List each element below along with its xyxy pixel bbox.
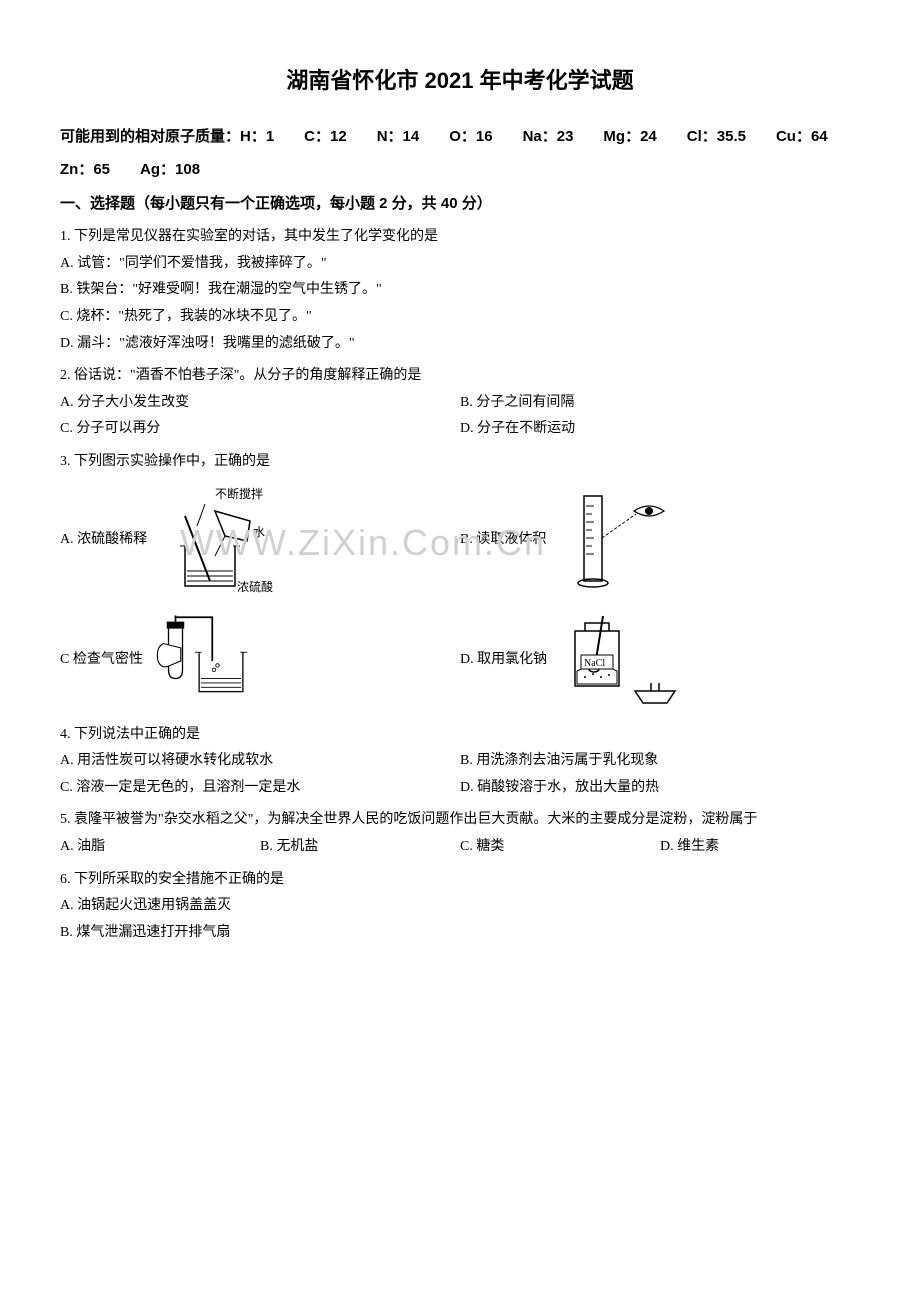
- question-4: 4. 下列说法中正确的是 A. 用活性炭可以将硬水转化成软水 B. 用洗涤剂去油…: [60, 722, 860, 802]
- question-6: 6. 下列所采取的安全措施不正确的是 A. 油锅起火迅速用锅盖盖灭 B. 煤气泄…: [60, 867, 860, 947]
- question-5: 5. 袁隆平被誉为"杂交水稻之父"，为解决全世界人民的吃饭问题作出巨大贡献。大米…: [60, 807, 860, 860]
- q2-opt-a: A. 分子大小发生改变: [60, 390, 460, 417]
- q5-opt-a: A. 油脂: [60, 834, 260, 861]
- q5-opt-b: B. 无机盐: [260, 834, 460, 861]
- q1-opt-d: D. 漏斗："滤液好浑浊呀！我嘴里的滤纸破了。": [60, 331, 860, 358]
- q2-opt-d: D. 分子在不断运动: [460, 416, 860, 443]
- question-1: 1. 下列是常见仪器在实验室的对话，其中发生了化学变化的是 A. 试管："同学们…: [60, 224, 860, 357]
- q3-opt-b-label: B. 读取液体积: [460, 527, 546, 554]
- question-3: 3. 下列图示实验操作中，正确的是 WWW.ZiXin.Com.Cn A. 浓硫…: [60, 449, 860, 716]
- q2-stem: 2. 俗话说："酒香不怕巷子深"。从分子的角度解释正确的是: [60, 363, 860, 390]
- q5-stem: 5. 袁隆平被誉为"杂交水稻之父"，为解决全世界人民的吃饭问题作出巨大贡献。大米…: [60, 807, 860, 834]
- q1-opt-a: A. 试管："同学们不爱惜我，我被摔碎了。": [60, 251, 860, 278]
- water-label: 水: [253, 525, 265, 539]
- q3-opt-c-label: C 检查气密性: [60, 647, 143, 674]
- section-1-header: 一、选择题（每小题只有一个正确选项，每小题 2 分，共 40 分）: [60, 190, 860, 219]
- nacl-label: NaCl: [584, 658, 605, 669]
- q1-opt-b: B. 铁架台："好难受啊！我在潮湿的空气中生锈了。": [60, 277, 860, 304]
- diagram-airtight: [151, 606, 291, 716]
- q5-opt-c: C. 糖类: [460, 834, 660, 861]
- q4-opt-a: A. 用活性炭可以将硬水转化成软水: [60, 748, 460, 775]
- atomic-mass-line: 可能用到的相对原子质量：H：1 C：12 N：14 O：16 Na：23 Mg：…: [60, 120, 860, 186]
- q6-stem: 6. 下列所采取的安全措施不正确的是: [60, 867, 860, 894]
- q1-opt-c: C. 烧杯："热死了，我装的冰块不见了。": [60, 304, 860, 331]
- q3-opt-d-label: D. 取用氯化钠: [460, 647, 547, 674]
- q3-stem: 3. 下列图示实验操作中，正确的是: [60, 449, 860, 476]
- diagram-read-volume: [554, 486, 694, 596]
- q2-opt-b: B. 分子之间有间隔: [460, 390, 860, 417]
- diagram-dilute-acid: 不断搅拌 水 浓硫酸: [155, 486, 295, 596]
- diagram-take-nacl: NaCl: [555, 606, 695, 716]
- acid-label: 浓硫酸: [237, 579, 273, 594]
- q4-opt-b: B. 用洗涤剂去油污属于乳化现象: [460, 748, 860, 775]
- q1-stem: 1. 下列是常见仪器在实验室的对话，其中发生了化学变化的是: [60, 224, 860, 251]
- q6-opt-a: A. 油锅起火迅速用锅盖盖灭: [60, 893, 860, 920]
- q6-opt-b: B. 煤气泄漏迅速打开排气扇: [60, 920, 860, 947]
- q5-opt-d: D. 维生素: [660, 834, 860, 861]
- q2-opt-c: C. 分子可以再分: [60, 416, 460, 443]
- page-title: 湖南省怀化市 2021 年中考化学试题: [60, 60, 860, 102]
- question-2: 2. 俗话说："酒香不怕巷子深"。从分子的角度解释正确的是 A. 分子大小发生改…: [60, 363, 860, 443]
- stir-label: 不断搅拌: [215, 486, 263, 501]
- q4-opt-c: C. 溶液一定是无色的，且溶剂一定是水: [60, 775, 460, 802]
- q3-opt-a-label: A. 浓硫酸稀释: [60, 527, 147, 554]
- q4-opt-d: D. 硝酸铵溶于水，放出大量的热: [460, 775, 860, 802]
- q4-stem: 4. 下列说法中正确的是: [60, 722, 860, 749]
